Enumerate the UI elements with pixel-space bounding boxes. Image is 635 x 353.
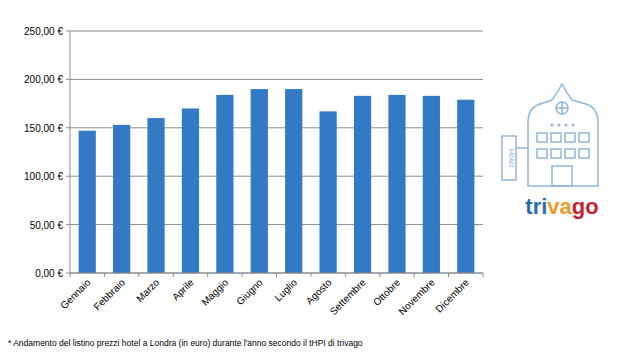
bar <box>388 95 405 273</box>
y-tick-label: 250,00 € <box>24 26 63 37</box>
bar <box>423 96 440 273</box>
logo-text-part: go <box>572 194 599 219</box>
x-tick <box>414 273 415 277</box>
bars <box>79 89 475 273</box>
x-tick <box>448 273 449 277</box>
x-tick <box>173 273 174 277</box>
chart-root: 0,00 € 50,00 € 100,00 € 150,00 € 200,00 € 250… <box>0 0 635 353</box>
grid-line <box>70 31 483 32</box>
y-axis <box>70 31 71 273</box>
y-tick <box>66 31 70 32</box>
x-tick-label: Dicembre <box>433 276 471 314</box>
bar <box>354 96 371 273</box>
y-tick-label: 50,00 € <box>30 220 64 231</box>
y-tick <box>66 224 70 225</box>
x-tick-label: Luglio <box>272 276 299 303</box>
bar <box>320 111 337 273</box>
x-tick <box>138 273 139 277</box>
y-tick <box>66 127 70 128</box>
bar <box>147 118 164 273</box>
y-tick-label: 0,00 € <box>35 268 63 279</box>
bar <box>285 89 302 273</box>
x-tick <box>207 273 208 277</box>
footnote: * Andamento del listino prezzi hotel a L… <box>8 338 363 348</box>
x-tick-label: Ottobre <box>371 276 403 308</box>
x-tick-label: Agosto <box>304 276 334 306</box>
logo-star <box>565 124 568 127</box>
grid-line <box>70 79 483 80</box>
x-tick-label: Gennaio <box>58 276 93 311</box>
logo-text-part: tri <box>525 194 547 219</box>
y-tick <box>66 79 70 80</box>
x-tick <box>242 273 243 277</box>
x-tick-label: Marzo <box>134 276 162 304</box>
x-tick-label: Febbraio <box>91 276 127 312</box>
x-tick <box>70 273 71 277</box>
grid-line <box>70 176 483 177</box>
logo-star <box>558 124 561 127</box>
bar <box>113 125 130 273</box>
grid-line <box>70 224 483 225</box>
x-tick <box>483 273 484 277</box>
x-tick-label: Maggio <box>199 276 230 307</box>
logo-icon <box>502 84 598 186</box>
bar <box>182 108 199 273</box>
bar <box>79 131 96 273</box>
bar <box>457 100 474 273</box>
logo-text-part: va <box>547 194 572 219</box>
x-tick-label: Novembre <box>396 276 437 317</box>
bar <box>216 95 233 273</box>
grid-line <box>70 127 483 128</box>
logo-text: trivago <box>525 194 598 219</box>
logo-star <box>572 124 575 127</box>
y-tick <box>66 176 70 177</box>
x-tick-label: Aprile <box>170 276 196 302</box>
y-tick <box>66 273 70 274</box>
x-tick <box>379 273 380 277</box>
y-tick-label: 200,00 € <box>24 74 63 85</box>
x-tick <box>276 273 277 277</box>
x-tick <box>104 273 105 277</box>
y-tick-label: 100,00 € <box>24 171 63 182</box>
x-tick <box>310 273 311 277</box>
logo-star <box>551 124 554 127</box>
logo-hotel-text: Hotel <box>507 149 516 168</box>
y-tick-label: 150,00 € <box>24 123 63 134</box>
chart: 0,00 € 50,00 € 100,00 € 150,00 € 200,00 € 250… <box>0 0 635 353</box>
x-tick-label: Giugno <box>234 276 265 307</box>
bar <box>251 89 268 273</box>
x-tick <box>345 273 346 277</box>
x-tick-label: Settembre <box>328 276 369 317</box>
